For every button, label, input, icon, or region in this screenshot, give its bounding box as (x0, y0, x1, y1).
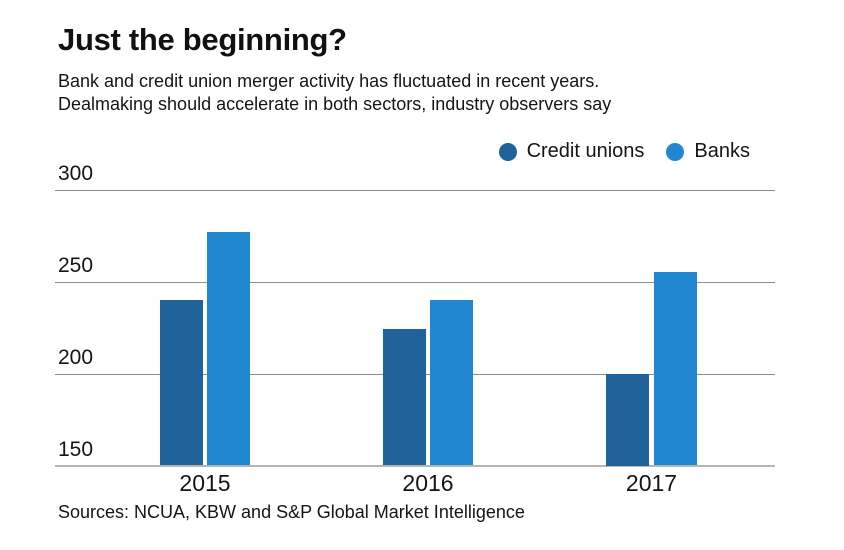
legend-item-credit-unions: Credit unions (498, 140, 645, 163)
x-axis-label-2016: 2016 (402, 470, 454, 496)
chart-subtitle: Bank and credit union merger activity ha… (58, 70, 611, 116)
bar-banks-2015 (207, 231, 251, 466)
gridline-150 (55, 464, 775, 467)
x-axis-label-2017: 2017 (625, 470, 678, 496)
y-axis-label-250: 250 (58, 253, 94, 277)
subtitle-line-2: Dealmaking should accelerate in both sec… (58, 94, 612, 114)
banks-swatch-icon (666, 142, 685, 161)
bar-credit-unions-2017 (606, 373, 650, 466)
credit-unions-swatch-icon (498, 142, 517, 161)
bar-banks-2016 (430, 299, 474, 466)
source-note: Sources: NCUA, KBW and S&P Global Market… (58, 502, 525, 522)
bar-banks-2017 (653, 272, 697, 466)
legend-item-banks: Banks (666, 140, 750, 163)
subtitle-line-1: Bank and credit union merger activity ha… (58, 71, 600, 91)
bar-credit-unions-2016 (382, 329, 426, 466)
bar-credit-unions-2015 (159, 299, 203, 466)
chart-title: Just the beginning? (58, 22, 347, 57)
x-axis-label-2015: 2015 (179, 470, 231, 496)
legend-label-banks: Banks (694, 140, 750, 162)
y-axis-label-200: 200 (58, 345, 94, 369)
gridline-250 (55, 281, 775, 283)
y-axis-label-150: 150 (58, 437, 94, 461)
y-axis-label-300: 300 (58, 161, 94, 185)
chart-legend: Credit unions Banks (498, 140, 750, 163)
legend-label-credit-unions: Credit unions (526, 140, 645, 162)
gridline-300 (55, 189, 775, 191)
